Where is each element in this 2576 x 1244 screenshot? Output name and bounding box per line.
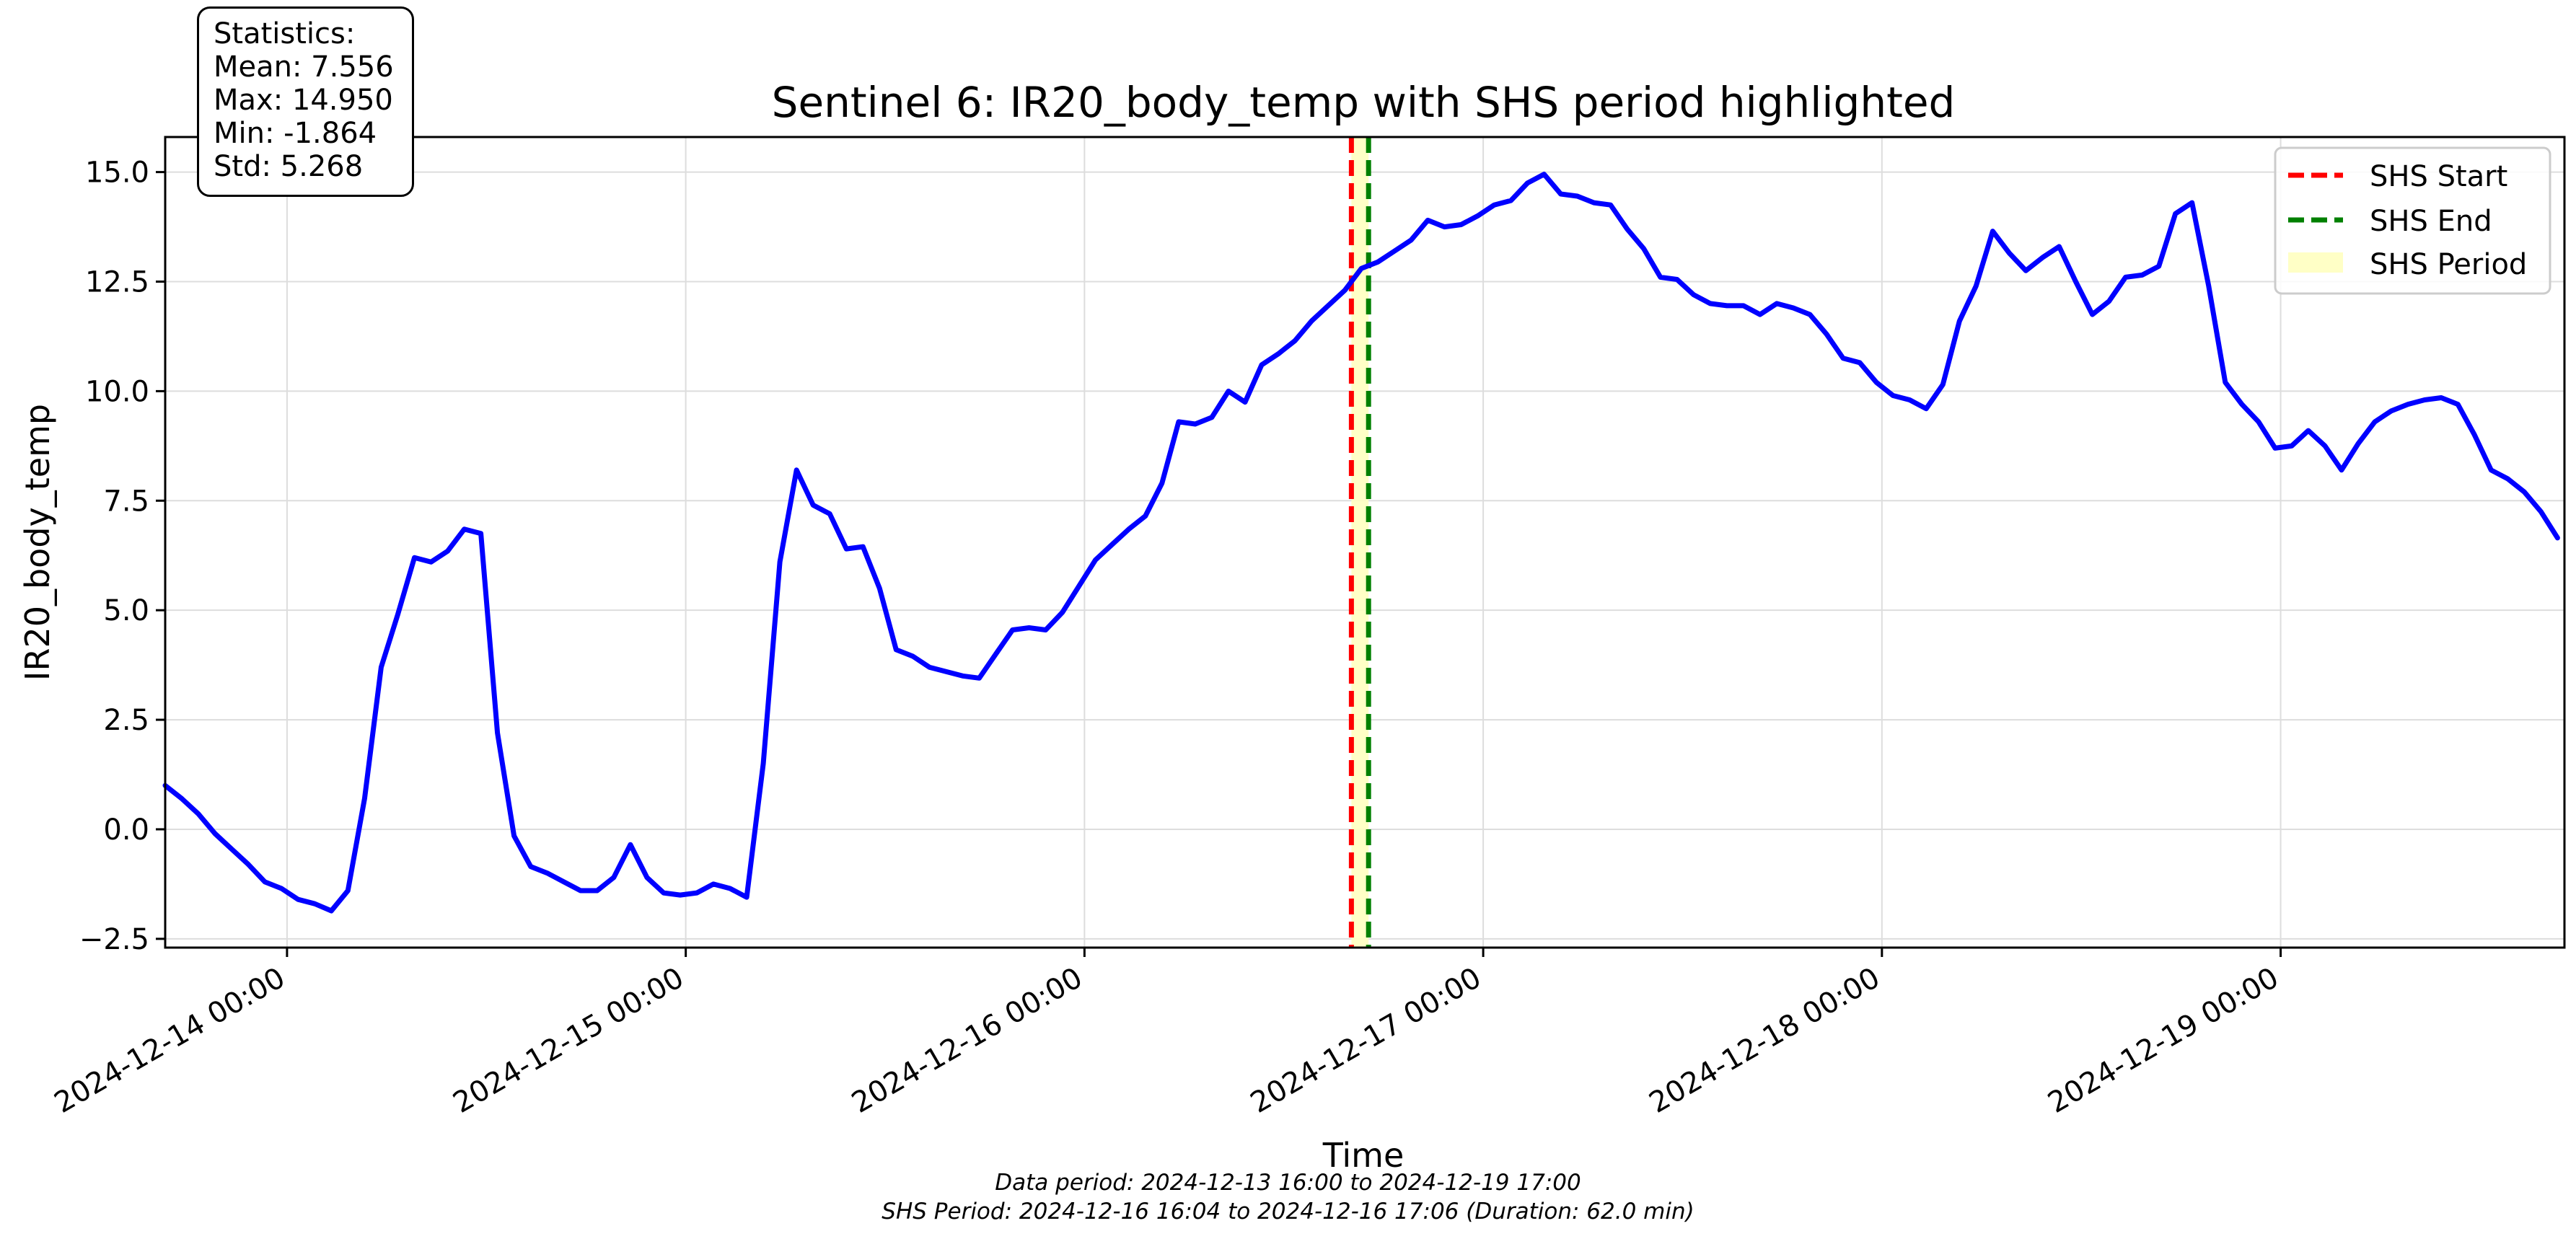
legend-label-shs-end: SHS End — [2370, 205, 2492, 238]
footnote-data-period: Data period: 2024-12-13 16:00 to 2024-12… — [995, 1170, 1581, 1196]
statistics-std: Std: 5.268 — [214, 150, 364, 183]
plot-frame — [164, 136, 2566, 949]
x-tick-label: 2024-12-18 00:00 — [1644, 961, 1886, 1120]
y-tick-label: 7.5 — [103, 485, 149, 518]
series-line — [162, 172, 2560, 914]
statistics-max: Max: 14.950 — [214, 84, 393, 117]
y-tick-label: 10.0 — [85, 375, 149, 408]
legend-label-shs-period: SHS Period — [2370, 248, 2527, 281]
shs-marks — [1348, 137, 1371, 948]
y-tick-label: 0.0 — [103, 813, 149, 847]
series-layer — [162, 172, 2560, 914]
y-tick-label: 15.0 — [85, 156, 149, 190]
chart-title: Sentinel 6: IR20_body_temp with SHS peri… — [772, 78, 1956, 127]
y-tick-label: 5.0 — [103, 594, 149, 627]
x-axis: 2024-12-14 00:00 2024-12-15 00:00 2024-12-… — [49, 948, 2285, 1120]
x-tick-label: 2024-12-14 00:00 — [49, 961, 291, 1120]
y-tick-label: 2.5 — [103, 704, 149, 737]
statistics-mean: Mean: 7.556 — [214, 50, 394, 84]
y-tick-label: −2.5 — [79, 923, 149, 956]
statistics-heading: Statistics: — [214, 17, 356, 50]
x-axis-title: Time — [1322, 1136, 1405, 1175]
y-tick-label: 12.5 — [85, 265, 149, 299]
legend: SHS Start SHS End SHS Period — [2274, 146, 2551, 295]
statistics-box: Statistics: Mean: 7.556 Max: 14.950 Min:… — [197, 6, 414, 197]
x-tick-label: 2024-12-19 00:00 — [2042, 961, 2284, 1120]
y-axis-title: IR20_body_temp — [18, 404, 57, 681]
x-tick-label: 2024-12-17 00:00 — [1245, 961, 1487, 1120]
statistics-min: Min: -1.864 — [214, 117, 377, 150]
legend-label-shs-start: SHS Start — [2370, 160, 2507, 193]
shs-period-span — [1351, 137, 1369, 948]
legend-swatch-shs-period — [2288, 252, 2343, 273]
x-tick-label: 2024-12-16 00:00 — [846, 961, 1088, 1120]
y-axis: −2.5 0.0 2.5 5.0 7.5 10.0 12.5 15.0 — [79, 156, 165, 956]
legend-frame — [2274, 146, 2551, 295]
footnote-shs-period: SHS Period: 2024-12-16 16:04 to 2024-12-… — [882, 1199, 1694, 1225]
x-tick-label: 2024-12-15 00:00 — [447, 961, 689, 1120]
